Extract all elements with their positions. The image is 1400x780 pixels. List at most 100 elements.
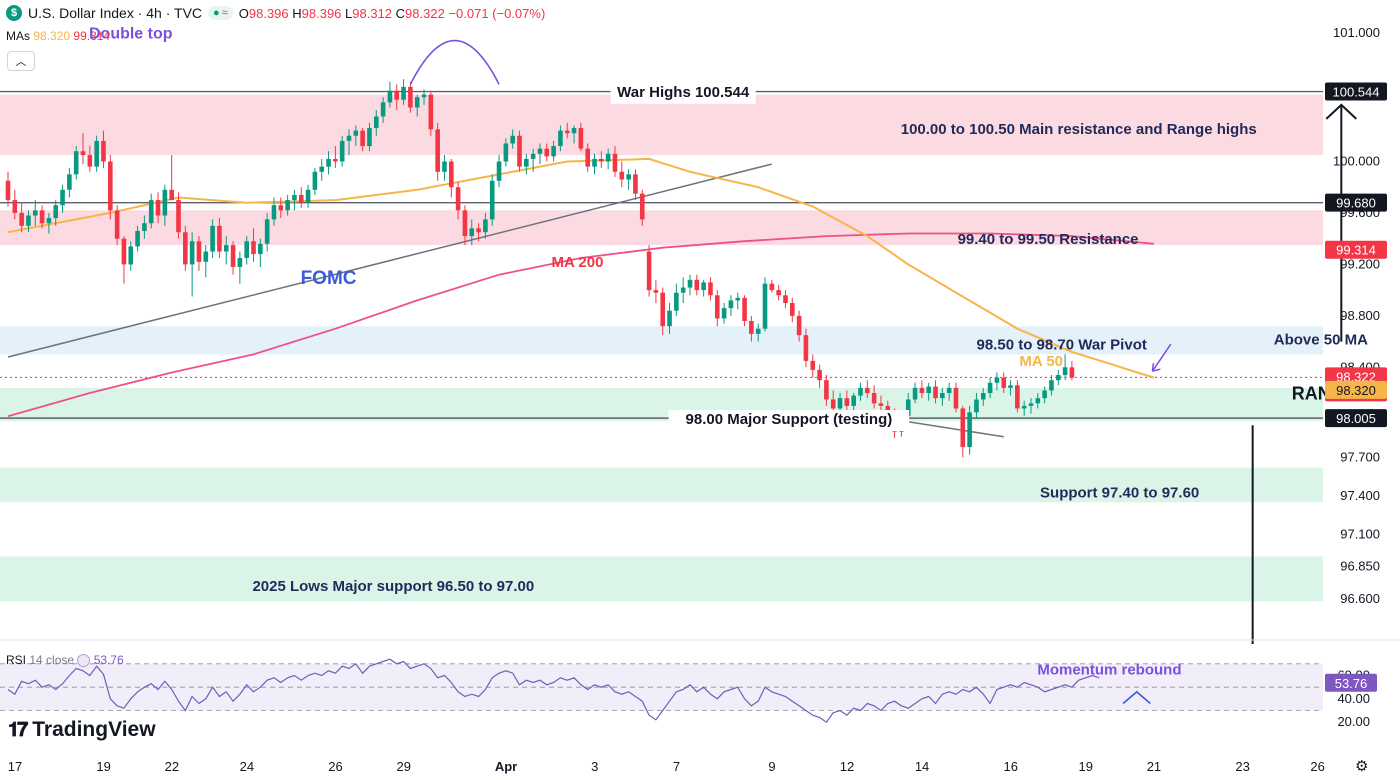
candle	[476, 223, 481, 242]
x-tick-label: 24	[240, 759, 254, 774]
tradingview-logo[interactable]: 𝟏𝟕 TradingView	[8, 718, 156, 742]
candle	[639, 189, 645, 226]
candle	[367, 122, 372, 152]
major-support-zone	[0, 387, 1323, 422]
candle-body	[230, 245, 236, 267]
candle	[994, 372, 1000, 391]
x-tick-label: 7	[673, 759, 680, 774]
candle	[940, 387, 945, 406]
x-tick-label: 26	[328, 759, 342, 774]
candle	[762, 277, 768, 332]
candle-body	[612, 153, 618, 172]
price-label-ma200: 99.314	[1336, 243, 1376, 258]
candle	[203, 245, 209, 278]
candle	[810, 354, 816, 378]
x-tick-label: 14	[915, 759, 929, 774]
y-tick-label: 101.000	[1333, 25, 1380, 40]
candle	[721, 302, 727, 324]
candle	[912, 382, 918, 404]
candle	[946, 382, 952, 401]
candle	[626, 169, 631, 190]
price-label-support-box	[1325, 409, 1387, 428]
price-label-99680: 99.680	[1336, 196, 1376, 211]
candle-body	[121, 238, 127, 265]
candle	[285, 194, 290, 216]
candle	[121, 236, 127, 284]
close-value: 98.322	[405, 5, 445, 21]
candle	[210, 219, 215, 258]
candle-body	[974, 399, 979, 413]
candle	[769, 279, 775, 293]
candle-body	[940, 393, 945, 399]
candle-body	[414, 97, 420, 108]
annot-major-support: 98.00 Major Support (testing)	[686, 411, 893, 428]
candle	[442, 155, 447, 181]
annot-fomc: FOMC	[301, 268, 357, 289]
candle-body	[373, 116, 379, 129]
candle-body	[285, 200, 290, 211]
candle-body	[298, 194, 304, 203]
candle	[401, 79, 406, 105]
candle	[646, 245, 652, 297]
rsi-visibility-icon[interactable]	[77, 654, 91, 668]
candle-body	[189, 241, 195, 265]
candle-body	[871, 393, 877, 404]
range-up-arrow-head	[1325, 103, 1357, 120]
market-status-icon: ●	[213, 7, 220, 19]
candle	[183, 225, 188, 271]
candle	[776, 284, 781, 301]
candle-body	[169, 189, 174, 201]
candle-body	[987, 382, 993, 394]
candle	[599, 151, 604, 168]
candle-body	[155, 200, 161, 216]
candle-body	[1021, 405, 1027, 409]
rsi-legend[interactable]: RSI 14 close 53.76	[6, 653, 124, 668]
candle	[258, 238, 263, 267]
candle-body	[380, 102, 386, 117]
change-value: −0.071 (−0.07%)	[448, 5, 546, 21]
chart-title[interactable]: U.S. Dollar Index · 4h · TVC	[28, 5, 203, 21]
collapse-legend-button[interactable]: ︿	[7, 51, 35, 71]
candle	[114, 205, 120, 246]
candle-body	[749, 321, 754, 334]
candle	[653, 279, 659, 303]
candle-body	[633, 174, 638, 194]
candle	[142, 215, 147, 239]
candle	[5, 171, 11, 207]
candle	[660, 287, 666, 336]
open-value: 98.396	[248, 5, 289, 21]
candle-body	[264, 219, 270, 244]
candle	[414, 94, 420, 117]
chevron-up-icon: ︿	[15, 56, 27, 68]
candle-body	[592, 158, 597, 167]
candle	[428, 90, 434, 136]
candle	[360, 128, 365, 152]
candle-body	[67, 174, 72, 190]
settings-gear-icon[interactable]: ⚙	[1355, 758, 1369, 775]
candle-body	[73, 151, 79, 175]
candle	[80, 133, 86, 165]
y-tick-label: 98.800	[1340, 308, 1380, 323]
annot-war-highs-bg	[610, 82, 756, 104]
candle-body	[578, 128, 584, 149]
y-tick-label: 97.400	[1340, 488, 1380, 503]
candle	[933, 380, 938, 404]
candle-body	[769, 283, 775, 291]
lows-support-zone	[0, 556, 1323, 602]
ma200-line	[7, 232, 1154, 418]
status-pill[interactable]: ● ≈	[208, 6, 233, 20]
candle	[244, 236, 249, 265]
candle	[967, 405, 972, 455]
candle	[667, 302, 672, 334]
candle-body	[87, 155, 93, 167]
candle	[230, 241, 236, 275]
candle-body	[762, 283, 768, 329]
annot-main-resistance: 100.00 to 100.50 Main resistance and Ran…	[901, 121, 1257, 138]
candle-body	[980, 393, 986, 400]
tradingview-logo-icon: 𝟏𝟕	[8, 718, 28, 741]
candle-body	[339, 140, 345, 162]
candle	[449, 158, 454, 198]
mas-legend[interactable]: MAs 98.320 99.314	[6, 29, 110, 43]
candle-body	[803, 335, 809, 361]
